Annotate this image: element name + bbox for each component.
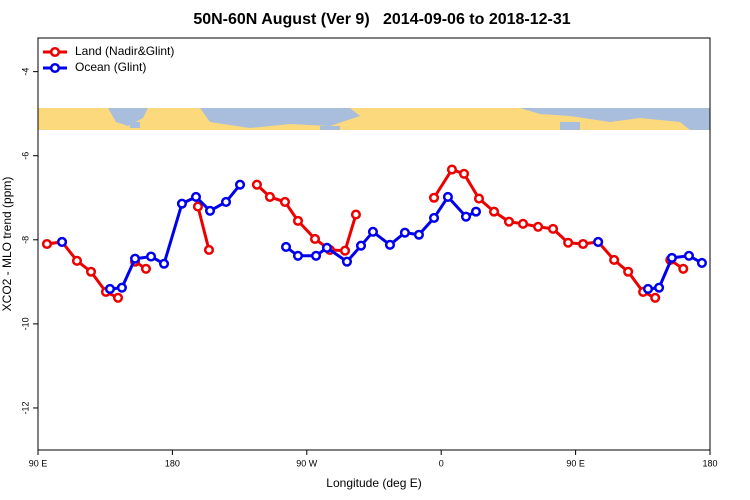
data-point <box>578 238 589 250</box>
data-point <box>678 263 689 274</box>
data-point <box>116 282 127 293</box>
data-point <box>251 179 262 190</box>
data-point <box>367 226 379 237</box>
x-tick-label: 0 <box>439 458 444 468</box>
data-point <box>41 238 53 250</box>
data-point <box>85 266 97 277</box>
data-point <box>234 179 246 190</box>
x-tick-label: 180 <box>165 458 180 468</box>
y-tick-label: -4 <box>20 68 30 76</box>
legend: Land (Nadir&Glint) Ocean (Glint) <box>43 44 174 74</box>
x-axis-label: Longitude (deg E) <box>326 476 421 490</box>
data-point <box>104 283 116 295</box>
data-point <box>642 283 654 295</box>
chart-title: 50N-60N August (Ver 9) 2014-09-06 to 201… <box>193 11 570 28</box>
y-tick-label: -10 <box>20 317 30 330</box>
map-strip <box>38 108 710 130</box>
data-point <box>503 216 515 227</box>
data-point <box>292 215 304 226</box>
data-point <box>683 250 694 261</box>
legend-label: Ocean (Glint) <box>75 60 146 74</box>
data-point <box>279 196 291 208</box>
y-tick-label: -12 <box>20 401 30 414</box>
data-point <box>71 255 83 266</box>
data-point <box>470 206 482 217</box>
data-point <box>413 229 424 240</box>
data-point <box>548 223 559 234</box>
data-point <box>473 193 485 204</box>
data-point <box>442 191 453 202</box>
data-point <box>609 254 620 266</box>
data-point <box>311 250 322 261</box>
data-point <box>321 242 333 253</box>
data-point <box>593 236 604 247</box>
data-point <box>190 191 202 202</box>
data-point <box>458 168 470 179</box>
data-point <box>176 198 188 209</box>
x-tick-label: 180 <box>702 458 717 468</box>
data-point <box>140 263 152 274</box>
series-line <box>46 168 685 300</box>
data-point <box>696 257 707 268</box>
y-tick-label: -8 <box>20 236 30 244</box>
data-point <box>264 191 275 202</box>
data-point <box>280 241 292 252</box>
data-point <box>666 252 677 263</box>
data-point <box>350 209 361 220</box>
data-point <box>341 256 353 267</box>
data-point <box>130 253 141 264</box>
data-point <box>292 250 304 261</box>
data-point <box>654 282 665 293</box>
data-point <box>446 164 458 175</box>
data-point <box>145 251 157 262</box>
data-point <box>158 258 170 269</box>
x-tick-label: 90 W <box>296 458 318 468</box>
data-point <box>623 266 634 277</box>
data-point <box>56 236 68 247</box>
data-point <box>384 239 396 250</box>
data-point <box>355 240 367 251</box>
data-point <box>489 206 500 217</box>
data-point <box>533 221 544 232</box>
data-point <box>460 211 472 222</box>
data-point <box>203 244 215 255</box>
legend-label: Land (Nadir&Glint) <box>75 44 174 58</box>
legend-marker <box>49 46 61 58</box>
data-point <box>192 201 203 212</box>
data-point <box>428 212 440 223</box>
plot-frame <box>37 37 711 451</box>
y-axis-label: XCO2 - MLO trend (ppm) <box>0 177 14 312</box>
data-point <box>220 196 232 208</box>
data-point <box>112 292 124 303</box>
data-point <box>339 245 351 256</box>
data-point <box>563 237 574 248</box>
x-tick-label: 90 E <box>566 458 585 468</box>
data-point <box>428 192 440 203</box>
legend-marker <box>49 62 61 74</box>
data-point <box>309 233 321 245</box>
y-tick-label: -6 <box>20 152 30 160</box>
x-tick-label: 90 E <box>29 458 48 468</box>
data-point <box>399 227 410 238</box>
data-point <box>204 205 216 216</box>
data-point <box>517 218 529 229</box>
data-point <box>650 292 661 303</box>
